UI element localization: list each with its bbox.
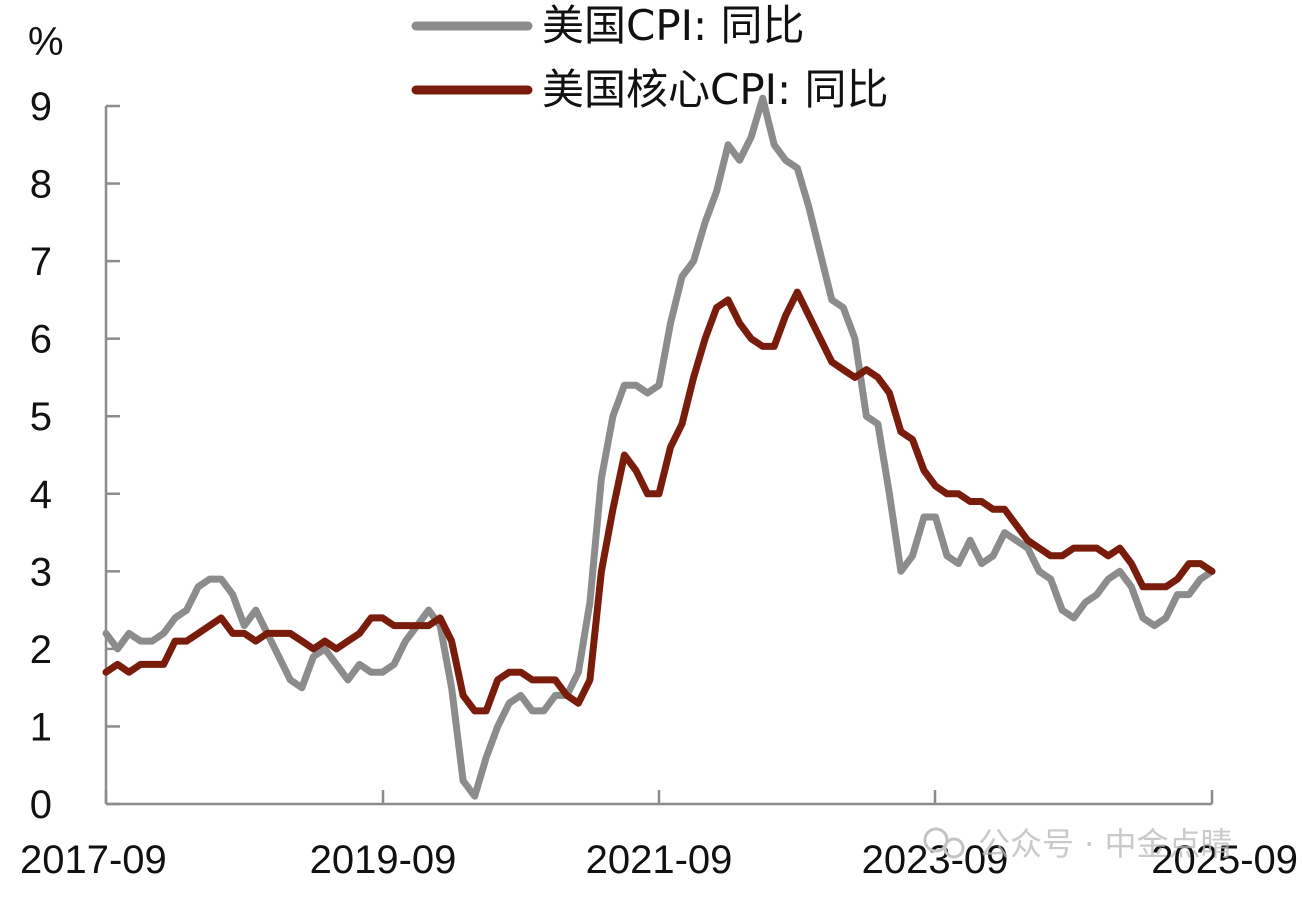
x-tick-label: 2017-09 [20, 838, 167, 882]
series-line-1 [102, 94, 1216, 800]
y-tick-label: 2 [30, 628, 52, 672]
y-tick-label: 4 [30, 473, 52, 517]
watermark: 公众号 · 中金点睛 [923, 825, 1233, 863]
x-tick-labels: 2017-09 2019-09 2021-09 2023-09 2025-09 [20, 838, 1298, 882]
y-tick-label: 1 [30, 705, 52, 749]
axes [104, 104, 1214, 806]
legend-entry-label: 美国CPI: 同比 [542, 1, 805, 50]
y-tick-label: 9 [30, 85, 52, 129]
y-tick-labels: 0 1 2 3 4 5 6 7 8 9 [30, 85, 52, 827]
x-tick-label: 2023-09 [862, 838, 1009, 882]
series-line-2 [102, 288, 1216, 715]
y-tick-label: 0 [30, 783, 52, 827]
series-lines [102, 94, 1216, 800]
legend-entry-label: 美国核心CPI: 同比 [542, 65, 889, 114]
x-tick-label: 2019-09 [310, 838, 457, 882]
watermark-text: 公众号 · 中金点睛 [978, 825, 1233, 863]
wechat-icon [923, 827, 949, 853]
y-tick-label: 3 [30, 550, 52, 594]
y-tick-label: 7 [30, 240, 52, 284]
y-tick-label: 6 [30, 318, 52, 362]
x-tick-label: 2025-09 [1151, 838, 1298, 882]
x-tick-label: 2021-09 [586, 838, 733, 882]
wechat-icon [943, 837, 965, 859]
y-axis-unit-label: % [28, 20, 64, 64]
y-tick-label: 8 [30, 163, 52, 207]
y-tick-label: 5 [30, 395, 52, 439]
